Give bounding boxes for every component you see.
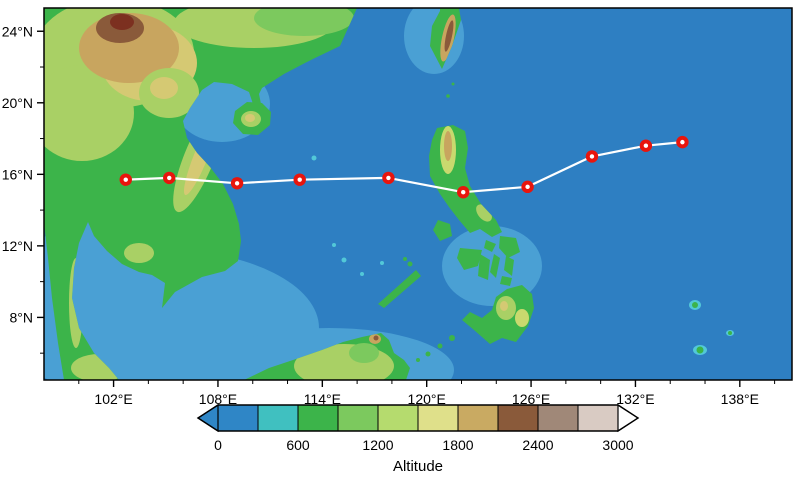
colorbar-segment: [257, 404, 299, 432]
terrain-elevation-shading: [44, 8, 529, 380]
colorbar-tick-label: 0: [214, 437, 222, 453]
track-point-center: [643, 143, 649, 148]
track-point-center: [167, 175, 172, 181]
y-tick-label: 20°N: [2, 95, 33, 111]
colorbar-segment: [457, 404, 499, 432]
track-point-center: [123, 177, 128, 182]
colorbar-tick-label: 3000: [602, 437, 633, 453]
y-axis-latitude: 8°N 12°N 16°N 20°N 24°N: [2, 23, 44, 354]
track-point-center: [386, 175, 391, 181]
colorbar-title: Altitude: [393, 458, 443, 475]
colorbar-tick-label: 1200: [362, 437, 393, 453]
colorbar-segment: [377, 404, 419, 432]
colorbar-segment: [337, 404, 379, 432]
colorbar-outline: [196, 404, 640, 432]
colorbar-right-arrow: [617, 403, 640, 433]
x-tick-label: 108°E: [199, 391, 237, 407]
storm-track: [119, 135, 689, 199]
storm-track-line: [124, 141, 684, 194]
x-axis-longitude: 102°E 108°E 114°E 120°E 126°E 132°E 138°E: [78, 380, 776, 407]
colorbar-segment: [577, 404, 619, 432]
colorbar-tick-label: 1800: [442, 437, 473, 453]
y-tick-label: 8°N: [10, 309, 34, 325]
y-tick-label: 24°N: [2, 23, 33, 39]
x-tick-label: 138°E: [721, 391, 759, 407]
x-tick-label: 126°E: [512, 391, 550, 407]
x-tick-label: 114°E: [304, 391, 341, 407]
y-tick-label: 12°N: [2, 238, 33, 254]
colorbar-segment: [417, 404, 459, 432]
colorbar-segment: [537, 404, 579, 432]
colorbar-left-arrow: [196, 403, 219, 433]
track-point-center: [589, 154, 595, 159]
colorbar-segment: [497, 404, 539, 432]
altitude-colorbar: 0 600 1200 1800 2400 3000: [196, 403, 640, 453]
x-tick-label: 120°E: [408, 391, 446, 407]
track-point-center: [461, 190, 466, 195]
track-point-center: [297, 177, 302, 182]
x-tick-label: 132°E: [616, 391, 654, 407]
x-tick-label: 102°E: [94, 391, 132, 407]
colorbar-segment: [217, 404, 259, 432]
map-plot-area: [44, 8, 792, 380]
landmasses: [44, 8, 732, 380]
track-point-center: [525, 184, 530, 190]
colorbar-segment: [297, 404, 339, 432]
colorbar-tick-label: 2400: [522, 437, 553, 453]
colorbar-tick-label: 600: [286, 437, 310, 453]
track-point-center: [234, 181, 240, 186]
track-point-center: [680, 139, 685, 145]
y-tick-label: 16°N: [2, 166, 33, 182]
map-frame: [43, 7, 793, 381]
